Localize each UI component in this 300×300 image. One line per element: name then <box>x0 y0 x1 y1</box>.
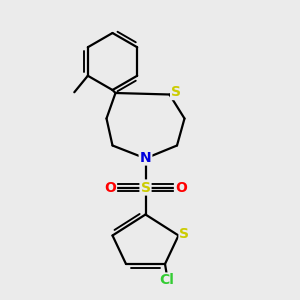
Text: N: N <box>140 151 151 164</box>
Text: S: S <box>179 227 190 241</box>
Text: O: O <box>104 181 116 194</box>
Text: Cl: Cl <box>159 274 174 287</box>
Text: O: O <box>175 181 187 194</box>
Text: S: S <box>171 85 181 99</box>
Text: S: S <box>140 181 151 194</box>
